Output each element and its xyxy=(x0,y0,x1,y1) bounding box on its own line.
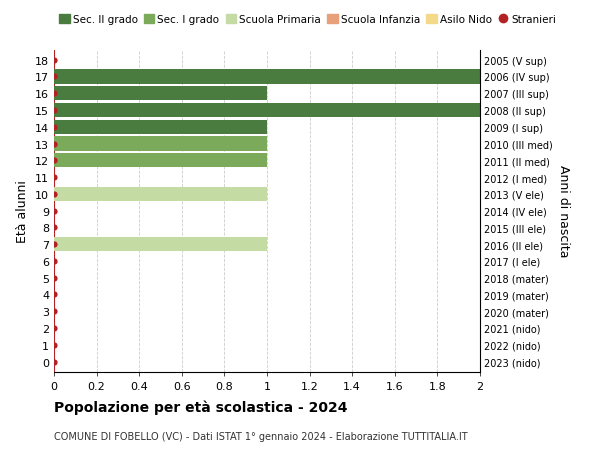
Bar xyxy=(54,187,267,202)
Bar xyxy=(54,120,267,134)
Bar xyxy=(54,87,267,101)
Y-axis label: Età alunni: Età alunni xyxy=(16,180,29,242)
Bar xyxy=(54,104,480,118)
Bar xyxy=(54,70,480,84)
Y-axis label: Anni di nascita: Anni di nascita xyxy=(557,165,569,257)
Legend: Sec. II grado, Sec. I grado, Scuola Primaria, Scuola Infanzia, Asilo Nido, Stran: Sec. II grado, Sec. I grado, Scuola Prim… xyxy=(55,11,560,29)
Bar xyxy=(54,237,267,252)
Text: COMUNE DI FOBELLO (VC) - Dati ISTAT 1° gennaio 2024 - Elaborazione TUTTITALIA.IT: COMUNE DI FOBELLO (VC) - Dati ISTAT 1° g… xyxy=(54,431,467,442)
Bar xyxy=(54,154,267,168)
Text: Popolazione per età scolastica - 2024: Popolazione per età scolastica - 2024 xyxy=(54,399,347,414)
Bar xyxy=(54,137,267,151)
